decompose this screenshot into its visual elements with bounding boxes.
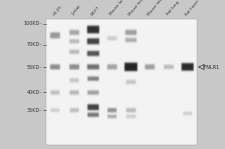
Text: 70KD-: 70KD- xyxy=(27,42,42,47)
Text: Rat lung: Rat lung xyxy=(166,1,180,16)
Text: 100KD-: 100KD- xyxy=(23,21,42,26)
Text: Mouse intestine: Mouse intestine xyxy=(147,0,171,16)
Text: 35KD-: 35KD- xyxy=(27,108,42,113)
Text: Jurkat: Jurkat xyxy=(71,5,82,16)
Text: MCF7: MCF7 xyxy=(90,5,101,16)
Text: IFNLR1: IFNLR1 xyxy=(203,65,220,70)
Text: 55KD-: 55KD- xyxy=(27,65,42,70)
Text: 40KD-: 40KD- xyxy=(27,90,42,95)
Text: Rat heart: Rat heart xyxy=(184,0,200,16)
Bar xyxy=(46,19,197,145)
Text: HT-29: HT-29 xyxy=(52,5,63,16)
Text: Mouse heart: Mouse heart xyxy=(128,0,147,16)
Text: Mouse lung: Mouse lung xyxy=(109,0,127,16)
